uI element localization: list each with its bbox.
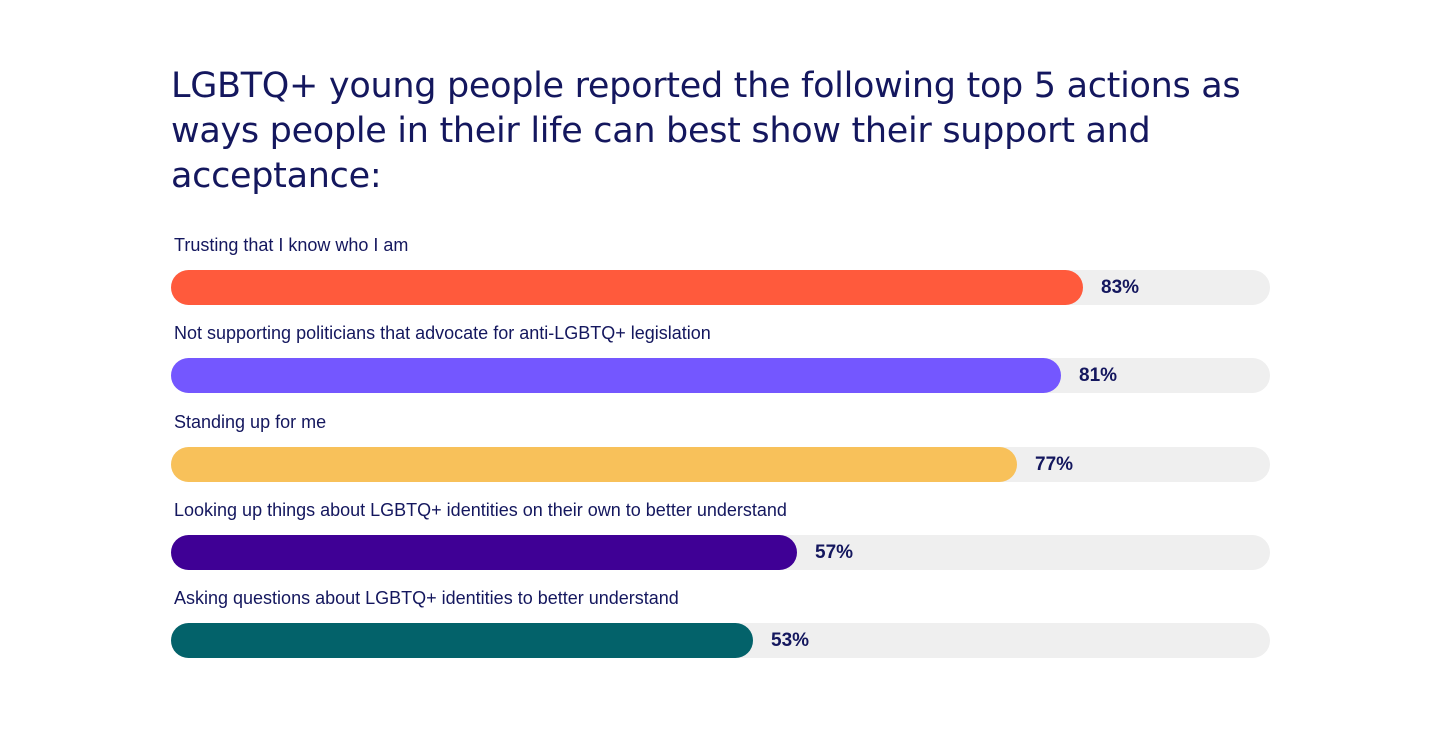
bar-value-label: 77% bbox=[1035, 453, 1074, 475]
bar-track bbox=[171, 358, 1270, 394]
bar-value-label: 81% bbox=[1079, 365, 1118, 387]
bar-category-label: Looking up things about LGBTQ+ identitie… bbox=[174, 499, 787, 520]
bar-value-label: 57% bbox=[815, 541, 854, 563]
bar bbox=[171, 534, 797, 570]
bar bbox=[171, 270, 1083, 305]
chart: LGBTQ+ young people reported the followi… bbox=[171, 64, 1271, 658]
bar-category-label: Trusting that I know who I am bbox=[174, 235, 409, 255]
bar-category-label: Not supporting politicians that advocate… bbox=[174, 323, 711, 344]
bar bbox=[171, 446, 1017, 482]
bar bbox=[171, 623, 753, 658]
bar bbox=[171, 358, 1061, 394]
bar-value-label: 83% bbox=[1101, 277, 1140, 298]
bar-value-label: 53% bbox=[771, 630, 810, 651]
bar-track bbox=[171, 623, 1270, 658]
bar-row: Looking up things about LGBTQ+ identitie… bbox=[171, 498, 1271, 570]
bar-track bbox=[171, 534, 1270, 570]
bar-row: Not supporting politicians that advocate… bbox=[171, 321, 1271, 394]
bar-category-label: Asking questions about LGBTQ+ identities… bbox=[174, 588, 679, 608]
chart-title: LGBTQ+ young people reported the followi… bbox=[171, 66, 1241, 196]
bar-track bbox=[171, 270, 1270, 305]
bar-row: Asking questions about LGBTQ+ identities… bbox=[171, 586, 1271, 658]
bar-row: Trusting that I know who I am 83% bbox=[171, 233, 1271, 305]
bar-row: Standing up for me 77% bbox=[171, 410, 1271, 482]
bar-category-label: Standing up for me bbox=[174, 411, 327, 432]
bar-track bbox=[171, 446, 1270, 482]
